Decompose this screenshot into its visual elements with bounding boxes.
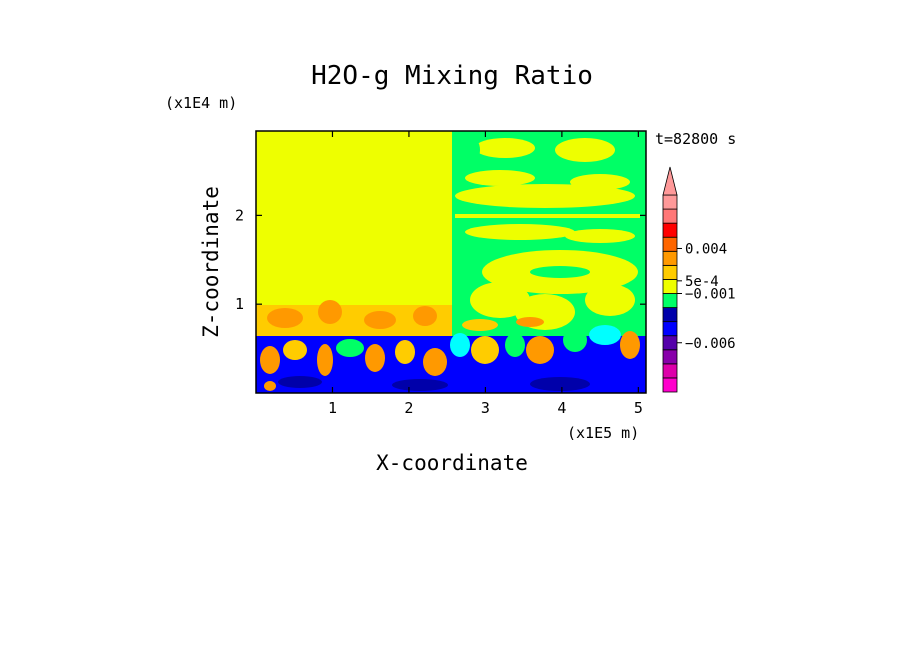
x-tick-label: 2 (404, 399, 413, 417)
y-axis-label: Z-coordinate (199, 186, 223, 338)
heatmap-field (256, 131, 646, 393)
x-tick-label: 1 (328, 399, 337, 417)
x-tick-label: 5 (634, 399, 643, 417)
colorbar-segment (662, 264, 678, 280)
x-tick-label: 3 (481, 399, 490, 417)
colorbar-segment (662, 250, 678, 266)
colorbar-segment (662, 321, 678, 337)
colorbar: 0.004 5e-4−0.001 −0.006 (662, 166, 736, 393)
colorbar-segment (662, 363, 678, 379)
colorbar-segment (662, 279, 678, 294)
colorbar-segment (662, 349, 678, 365)
colorbar-segment (662, 222, 678, 238)
colorbar-segment (662, 236, 678, 252)
colorbar-tick-label: −0.001 (685, 287, 736, 303)
colorbar-tick-label: 0.004 (685, 241, 727, 257)
axis-ticks: 1 2 3 4 5 1 2 (235, 131, 646, 417)
colorbar-segment (662, 208, 678, 224)
left-orange-puffs (267, 300, 437, 329)
y-tick-label: 1 (235, 295, 244, 313)
colorbar-segment (662, 293, 678, 308)
y-tick-label: 2 (235, 206, 244, 224)
lower-turbulence (260, 317, 640, 391)
upper-right-green-streaks (460, 136, 644, 278)
colorbar-tick-label: −0.006 (685, 336, 736, 352)
colorbar-segment (662, 377, 678, 393)
colorbar-extension (662, 166, 678, 196)
chart-title: H2O-g Mixing Ratio (311, 61, 593, 91)
x-tick-label: 4 (557, 399, 566, 417)
colorbar-segment (662, 335, 678, 351)
x-unit-label: (x1E5 m) (567, 424, 639, 442)
x-axis-label: X-coordinate (376, 451, 528, 475)
y-unit-label: (x1E4 m) (165, 94, 237, 112)
plot-frame (255, 130, 647, 394)
colorbar-tick-label: 5e-4 (685, 274, 719, 290)
colorbar-segment (662, 194, 678, 210)
upper-right-plumes (455, 138, 640, 330)
field-upper-left (256, 131, 452, 336)
colorbar-segment (662, 307, 678, 323)
time-label: t=82800 s (655, 130, 736, 148)
